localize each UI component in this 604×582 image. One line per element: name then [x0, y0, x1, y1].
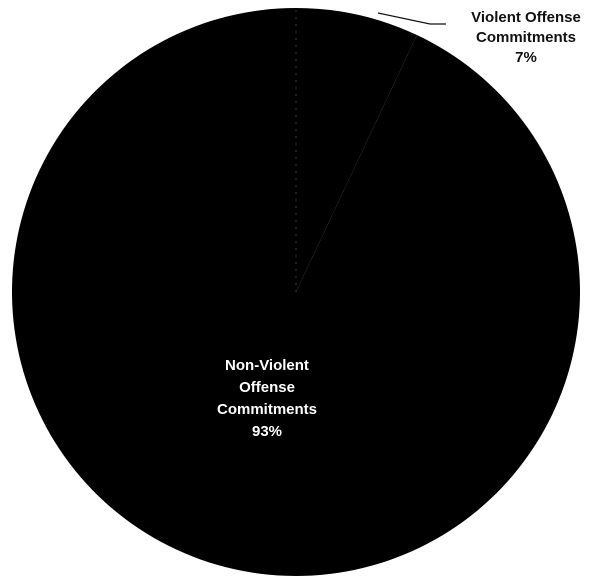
slice-label-non-violent-line: 93%: [252, 423, 282, 440]
slice-label-violent-line: 7%: [515, 49, 537, 66]
slice-label-non-violent-line: Commitments: [217, 401, 317, 418]
slice-label-violent-line: Commitments: [476, 29, 576, 46]
pie-slice-violent: [296, 8, 417, 292]
slice-label-non-violent-line: Offense: [239, 379, 295, 396]
slice-label-non-violent: Non-Violent Offense Commitments 93%: [217, 357, 317, 440]
slice-label-violent-line: Violent Offense: [471, 9, 581, 26]
slice-label-non-violent-line: Non-Violent: [225, 357, 309, 374]
label-leader-line: [377, 12, 446, 25]
slice-label-violent: Violent Offense Commitments 7%: [471, 9, 581, 66]
